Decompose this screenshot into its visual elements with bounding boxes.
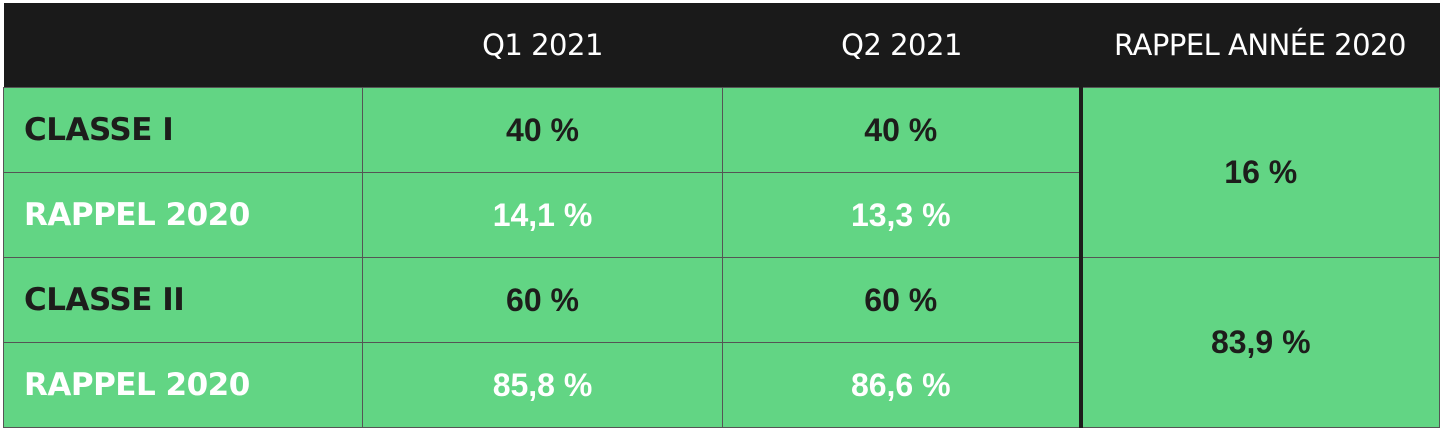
row: CLASSE II 60 % 60 % 83,9 % xyxy=(3,257,1440,428)
header-empty xyxy=(3,3,363,88)
row: RAPPEL 2020 14,1 % 13,3 % xyxy=(3,172,1440,258)
row-label: CLASSE II xyxy=(3,257,363,343)
value-cell: 13,3 % xyxy=(722,172,1081,258)
row: RAPPEL 2020 85,8 % 86,6 % xyxy=(3,342,1440,428)
header-cell: RAPPEL ANNÉE 2020 xyxy=(1080,3,1440,88)
row-label: RAPPEL 2020 xyxy=(3,342,363,428)
header-cell: Q1 2021 xyxy=(362,3,723,88)
header-row: Q1 2021 Q2 2021 RAPPEL ANNÉE 2020 xyxy=(3,3,1440,88)
value-cell: 60 % xyxy=(722,257,1081,343)
header-cell: Q2 2021 xyxy=(722,3,1081,88)
value-cell: 85,8 % xyxy=(362,342,723,428)
recall-cell: 16 % xyxy=(1078,87,1440,258)
value-cell: 14,1 % xyxy=(362,172,723,258)
value-cell: 40 % xyxy=(722,87,1081,173)
row-label: RAPPEL 2020 xyxy=(3,172,363,258)
value-cell: 60 % xyxy=(362,257,723,343)
value-cell: 86,6 % xyxy=(722,342,1081,428)
value-cell: 40 % xyxy=(362,87,723,173)
recall-cell: 83,9 % xyxy=(1078,257,1440,428)
row: CLASSE I 40 % 40 % 16 % xyxy=(3,87,1440,258)
results-table: Q1 2021 Q2 2021 RAPPEL ANNÉE 2020 CLASSE… xyxy=(3,3,1440,428)
row-label: CLASSE I xyxy=(3,87,363,173)
